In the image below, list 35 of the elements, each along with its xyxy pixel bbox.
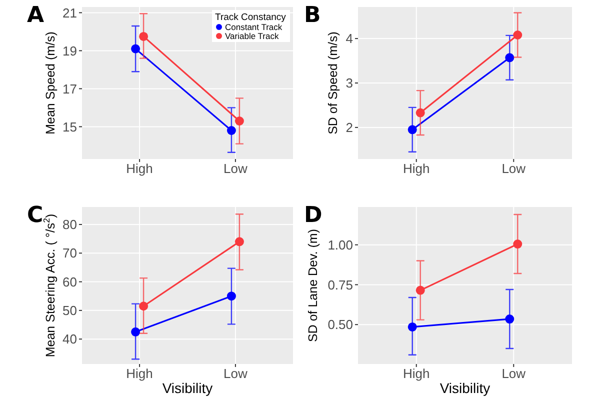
text: A (27, 3, 44, 28)
legend-title: Track Constancy (215, 12, 286, 23)
x-axis-title: Visibility (440, 380, 490, 396)
text: B (304, 3, 321, 28)
y-tick-label: 15 (62, 119, 77, 134)
text: D (304, 203, 322, 228)
x-tick-label: High (402, 366, 430, 381)
y-axis-title: SD of Lane Dev. (m) (306, 228, 320, 342)
y-tick-label: 17 (62, 81, 77, 96)
x-tick-label: High (126, 366, 153, 381)
y-tick-label: 21 (62, 5, 77, 20)
y-tick-label: 3 (346, 76, 353, 91)
y-tick-label: 50 (62, 302, 77, 318)
y-tick-label: 70 (62, 246, 77, 261)
x-tick-label: Low (502, 161, 526, 176)
y-tick-label: 1.00 (328, 237, 353, 252)
y-tick-label: 60 (62, 274, 77, 290)
y-axis-title: Mean Speed (m/s) (43, 32, 58, 134)
x-tick-label: Low (224, 161, 248, 176)
y-axis-title: SD of Speed (m/s) (326, 32, 340, 134)
x-tick-label: Low (502, 366, 526, 381)
x-tick-label: Low (224, 366, 248, 381)
legend-label: Constant Track (225, 22, 283, 32)
legend-label: Variable Track (225, 31, 280, 41)
y-tick-label: 80 (62, 217, 77, 232)
x-tick-label: High (126, 161, 153, 176)
x-axis-title: Visibility (162, 380, 213, 396)
text: C (27, 203, 44, 228)
y-tick-label: 40 (62, 332, 77, 347)
x-tick-label: High (402, 161, 430, 176)
y-tick-label: 0.75 (328, 277, 353, 292)
y-tick-label: 2 (346, 120, 353, 135)
y-tick-label: 4 (346, 31, 353, 46)
y-tick-label: 0.50 (328, 317, 353, 332)
y-tick-label: 19 (62, 43, 77, 58)
